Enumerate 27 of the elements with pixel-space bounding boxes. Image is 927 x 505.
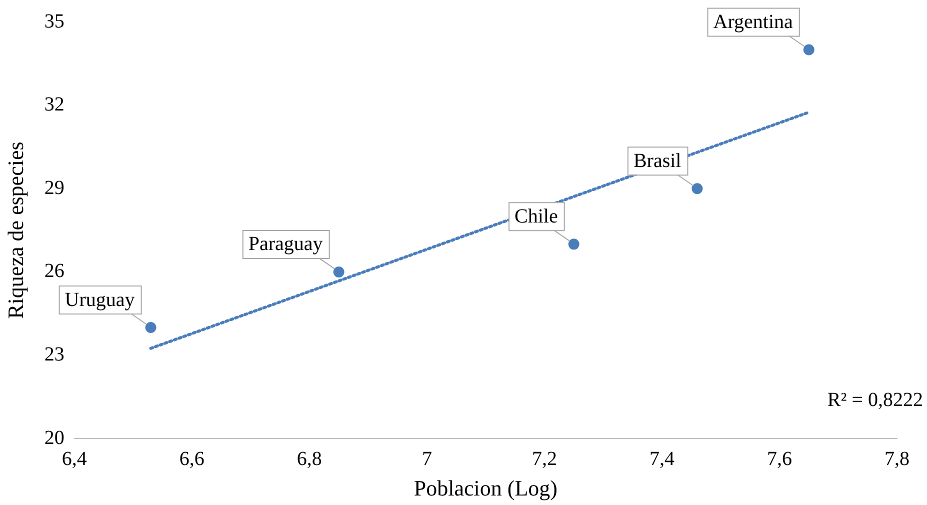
y-tick-label: 32 — [44, 94, 64, 116]
y-tick-label: 29 — [44, 176, 64, 199]
annotation: Chile — [514, 205, 558, 228]
x-tick-label: 6,4 — [62, 448, 87, 470]
x-tick-label: 6,8 — [296, 448, 322, 470]
point — [690, 182, 704, 196]
annotation: Argentina — [713, 11, 793, 34]
y-tick-label: 20 — [44, 426, 64, 449]
point — [567, 238, 580, 251]
x-tick-label: 7 — [422, 448, 432, 470]
x-tick-label: 7,8 — [884, 448, 910, 470]
x-axis-title: Poblacion (Log) — [414, 476, 558, 501]
point — [802, 43, 816, 56]
y-tick-label: 35 — [44, 10, 64, 32]
x-tick-label: 7,6 — [766, 448, 792, 470]
point — [144, 321, 158, 334]
x-tick-label: 6,6 — [179, 448, 204, 470]
point — [332, 265, 346, 278]
y-tick-label: 26 — [44, 260, 64, 282]
y-axis-title: Riqueza de especies — [2, 142, 28, 319]
x-tick-label: 7,2 — [532, 448, 557, 470]
annotation: R² = 0,8222 — [827, 388, 923, 411]
annotation: Paraguay — [248, 233, 323, 256]
annotation: Uruguay — [64, 288, 135, 311]
x-tick-label: 7,4 — [649, 448, 674, 470]
annotation: Brasil — [633, 150, 682, 172]
y-tick-label: 23 — [44, 344, 64, 366]
